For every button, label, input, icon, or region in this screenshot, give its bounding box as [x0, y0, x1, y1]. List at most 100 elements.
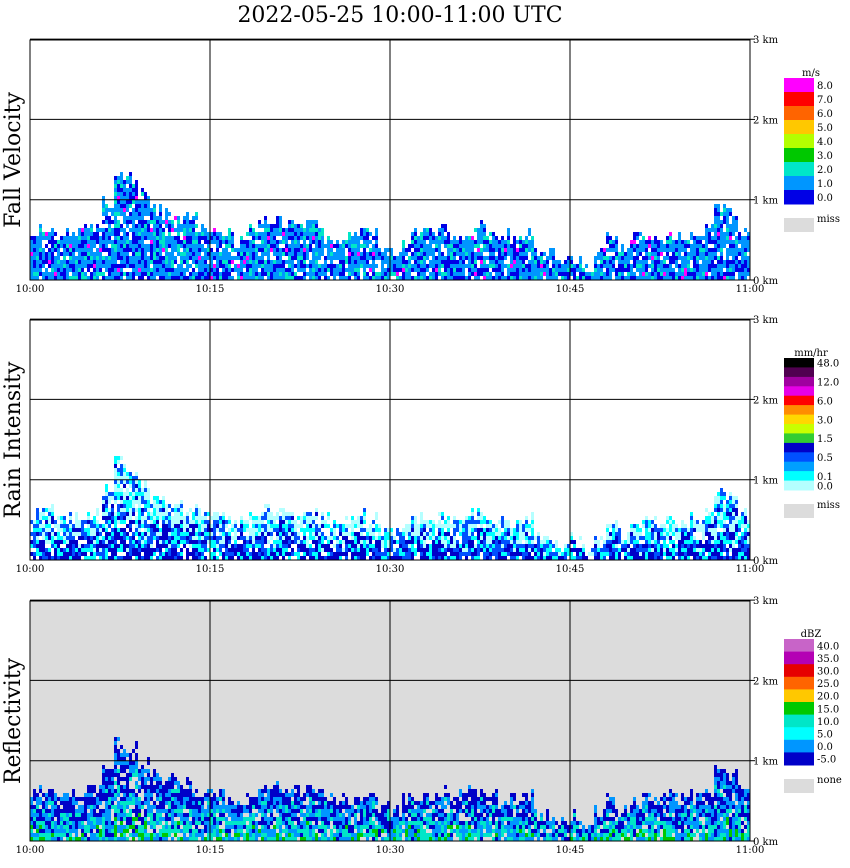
data-cell	[159, 556, 162, 560]
data-cell	[471, 528, 474, 532]
data-cell	[594, 276, 597, 280]
data-cell	[456, 540, 459, 544]
data-cell	[222, 276, 225, 280]
data-cell	[78, 228, 81, 232]
data-cell	[204, 524, 207, 528]
data-cell	[102, 544, 105, 548]
data-cell	[345, 268, 348, 272]
data-cell	[498, 528, 501, 532]
data-cell	[486, 524, 489, 528]
data-cell	[282, 260, 285, 264]
data-cell	[426, 276, 429, 280]
data-cell	[375, 264, 378, 268]
data-cell	[453, 524, 456, 528]
data-cell	[141, 228, 144, 232]
data-cell	[69, 556, 72, 560]
data-cell	[720, 496, 723, 500]
data-cell	[96, 260, 99, 264]
data-cell	[369, 532, 372, 536]
data-cell	[687, 268, 690, 272]
data-cell	[654, 524, 657, 528]
data-cell	[645, 260, 648, 264]
data-cell	[477, 240, 480, 244]
data-cell	[633, 264, 636, 268]
data-cell	[105, 504, 108, 508]
data-cell	[645, 532, 648, 536]
data-cell	[519, 244, 522, 248]
data-cell	[270, 236, 273, 240]
data-cell	[450, 540, 453, 544]
data-cell	[120, 468, 123, 472]
data-cell	[249, 228, 252, 232]
data-cell	[513, 244, 516, 248]
data-cell	[456, 552, 459, 556]
data-cell	[648, 528, 651, 532]
data-cell	[267, 524, 270, 528]
data-cell	[30, 260, 33, 264]
data-cell	[528, 524, 531, 528]
data-cell	[258, 272, 261, 276]
data-cell	[81, 536, 84, 540]
data-cell	[198, 528, 201, 532]
data-cell	[150, 520, 153, 524]
data-cell	[744, 228, 747, 232]
data-cell	[117, 532, 120, 536]
data-cell	[318, 256, 321, 260]
data-cell	[279, 216, 282, 220]
data-cell	[447, 244, 450, 248]
data-cell	[702, 272, 705, 276]
data-cell	[204, 272, 207, 276]
data-cell	[318, 272, 321, 276]
data-cell	[552, 552, 555, 556]
data-cell	[315, 248, 318, 252]
data-cell	[612, 532, 615, 536]
data-cell	[633, 276, 636, 280]
data-cell	[267, 248, 270, 252]
data-cell	[741, 272, 744, 276]
data-cell	[54, 544, 57, 548]
data-cell	[42, 524, 45, 528]
data-cell	[552, 268, 555, 272]
data-cell	[735, 548, 738, 552]
data-cell	[45, 520, 48, 524]
data-cell	[171, 520, 174, 524]
data-cell	[327, 556, 330, 560]
data-cell	[189, 536, 192, 540]
data-cell	[675, 252, 678, 256]
data-cell	[219, 244, 222, 248]
data-cell	[228, 268, 231, 272]
data-cell	[153, 240, 156, 244]
data-cell	[189, 252, 192, 256]
data-cell	[129, 492, 132, 496]
data-cell	[321, 540, 324, 544]
data-cell	[114, 180, 117, 184]
data-cell	[390, 548, 393, 552]
data-cell	[525, 532, 528, 536]
data-cell	[186, 520, 189, 524]
data-cell	[135, 240, 138, 244]
data-cell	[354, 236, 357, 240]
data-cell	[609, 544, 612, 548]
data-cell	[501, 552, 504, 556]
data-cell	[411, 548, 414, 552]
data-cell	[312, 552, 315, 556]
data-cell	[645, 524, 648, 528]
data-cell	[138, 556, 141, 560]
data-cell	[78, 524, 81, 528]
data-cell	[438, 228, 441, 232]
data-cell	[540, 540, 543, 544]
data-cell	[366, 228, 369, 232]
data-cell	[216, 264, 219, 268]
data-cell	[495, 556, 498, 560]
data-cell	[120, 544, 123, 548]
data-cell	[438, 244, 441, 248]
data-cell	[135, 188, 138, 192]
data-cell	[420, 512, 423, 516]
data-cell	[456, 252, 459, 256]
data-cell	[636, 232, 639, 236]
data-cell	[216, 544, 219, 548]
data-cell	[51, 256, 54, 260]
data-cell	[255, 244, 258, 248]
data-cell	[192, 532, 195, 536]
data-cell	[105, 548, 108, 552]
